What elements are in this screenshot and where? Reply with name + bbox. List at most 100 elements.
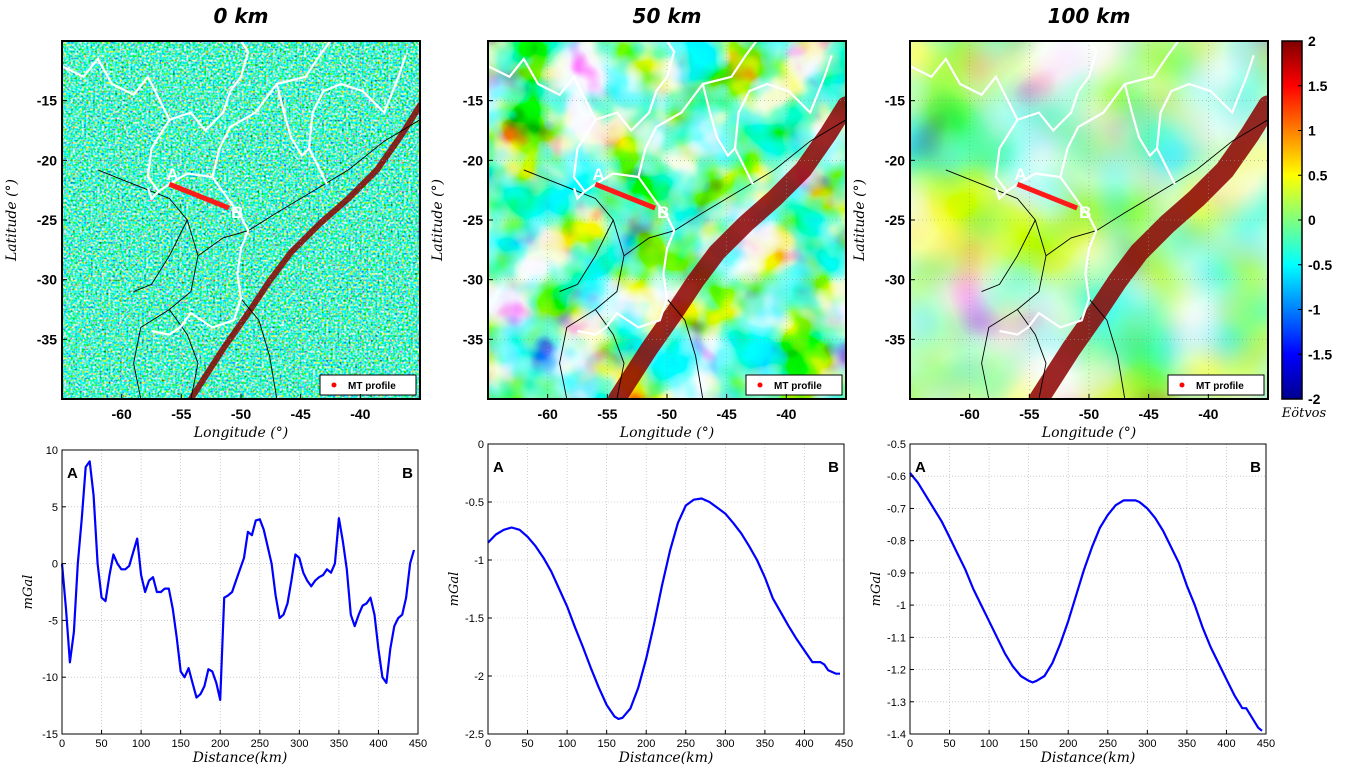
map-label-a: A (592, 165, 604, 184)
tectonic-boundary (994, 119, 1019, 201)
tick-label-x: 150 (171, 738, 189, 750)
political-boundary (523, 169, 625, 399)
tick-label-x: 100 (558, 738, 576, 750)
profile-label-a: A (67, 465, 78, 482)
tectonic-boundary (275, 54, 407, 158)
profile-xlabel: Distance(km) (618, 750, 714, 766)
map-tick-label-x: -60 (960, 406, 980, 422)
map-tick-label-x: -55 (171, 406, 191, 422)
tick-label-y: -15 (42, 729, 58, 741)
map-tick-label-x: -45 (717, 406, 737, 422)
map-tick-label-y: -30 (463, 272, 483, 288)
tick-label-x: 250 (251, 738, 269, 750)
tectonic-boundary (1123, 54, 1255, 158)
colorbar-tick-label: -1 (1308, 302, 1321, 318)
map-tick-label-x: -40 (350, 406, 370, 422)
map-ylabel: Latitude (°) (4, 179, 20, 262)
political-boundary (981, 219, 1036, 293)
map-label-b: B (1079, 203, 1091, 222)
map-tick-label-y: -25 (885, 212, 905, 228)
tectonic-boundary (1059, 41, 1180, 178)
map-tick-label-y: -15 (463, 93, 483, 109)
tectonic-boundary (734, 147, 754, 185)
plot-frame (487, 443, 845, 735)
tick-label-x: 350 (330, 738, 348, 750)
mt-profile-line (168, 181, 230, 211)
profile-ylabel: mGal (447, 572, 462, 607)
map-tick-label-y: -25 (37, 212, 57, 228)
tick-label-y: -5 (48, 615, 58, 627)
profile-series-line (909, 472, 1263, 732)
tick-label-y: -2.5 (465, 729, 484, 741)
profile-ylabel: mGal (869, 572, 884, 607)
tick-label-x: 100 (132, 738, 150, 750)
coastal-anomaly-band (607, 96, 846, 399)
map-tick-label-y: -30 (37, 272, 57, 288)
profile-label-b: B (1250, 459, 1261, 476)
tectonic-boundary (701, 54, 833, 158)
colorbar-tick-label: 1.5 (1308, 78, 1328, 94)
tick-label-x: 50 (521, 738, 533, 750)
map-tick-label-y: -35 (463, 331, 483, 347)
tick-label-x: 150 (597, 738, 615, 750)
tick-label-y: -1.4 (887, 729, 906, 741)
tick-label-x: 50 (95, 738, 107, 750)
profile-series-line (487, 497, 840, 721)
political-boundary (673, 119, 846, 232)
tectonic-boundary (151, 172, 250, 336)
map-tick-label-y: -35 (885, 331, 905, 347)
tick-label-x: 350 (1178, 738, 1196, 750)
tick-label-x: 150 (1019, 738, 1037, 750)
legend-label: MT profile (348, 381, 396, 392)
map-xlabel: Longitude (°) (619, 425, 714, 441)
tick-label-y: -1 (896, 600, 906, 612)
political-boundary (169, 309, 199, 399)
political-boundary (666, 298, 704, 399)
tick-label-y: -1.5 (465, 613, 484, 625)
map-xlabel: Longitude (°) (193, 425, 288, 441)
legend-box (319, 374, 417, 396)
tick-label-y: -0.5 (465, 497, 484, 509)
plot-area (910, 444, 1266, 734)
tick-label-y: 10 (46, 445, 58, 457)
map-tick-label-x: -45 (291, 406, 311, 422)
tick-label-x: 300 (716, 738, 734, 750)
tick-label-y: -0.6 (887, 471, 906, 483)
tectonic-boundary (577, 172, 676, 336)
map-label-a: A (1014, 165, 1026, 184)
tick-label-x: 400 (1217, 738, 1235, 750)
map-tick-label-y: -20 (37, 152, 57, 168)
legend-marker (331, 382, 337, 388)
map-tick-label-y: -25 (463, 212, 483, 228)
tick-label-x: 200 (1059, 738, 1077, 750)
profile-ylabel: mGal (21, 575, 36, 610)
tick-label-y: -0.5 (887, 439, 906, 451)
political-boundary (133, 219, 188, 293)
tick-label-x: 200 (637, 738, 655, 750)
map-title: 0 km (213, 4, 268, 28)
profile-label-b: B (828, 459, 839, 476)
profile-label-b: B (402, 465, 413, 482)
map-ylabel: Latitude (°) (852, 179, 868, 262)
tick-label-y: -10 (42, 672, 58, 684)
tick-label-x: 450 (1257, 738, 1275, 750)
legend-marker (757, 382, 763, 388)
tick-label-y: -1 (474, 555, 484, 567)
mt-profile-line (1016, 181, 1078, 211)
colorbar-tick-label: -2 (1308, 391, 1321, 407)
tectonic-boundary (308, 147, 328, 185)
tick-label-y: -0.9 (887, 568, 906, 580)
political-boundary (623, 230, 675, 257)
tick-label-x: 0 (59, 738, 65, 750)
tick-label-x: 50 (943, 738, 955, 750)
map-tick-label-x: -55 (597, 406, 617, 422)
map-tick-label-x: -55 (1019, 406, 1039, 422)
map-tick-label-x: -45 (1139, 406, 1159, 422)
map-tick-label-y: -20 (885, 152, 905, 168)
map-tick-label-y: -20 (463, 152, 483, 168)
tick-label-x: 100 (980, 738, 998, 750)
political-boundary (247, 119, 420, 232)
tick-label-x: 450 (409, 738, 427, 750)
colorbar-tick-label: 0 (1308, 212, 1316, 228)
tectonic-boundary (637, 41, 758, 178)
